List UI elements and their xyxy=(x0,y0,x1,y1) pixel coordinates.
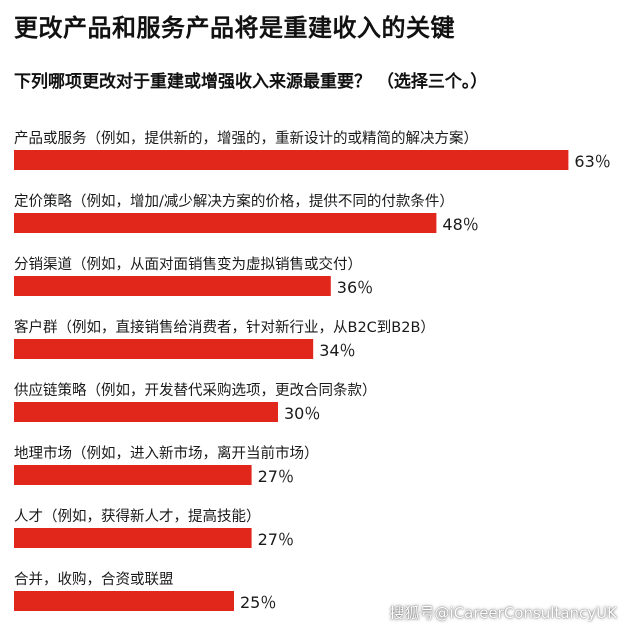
value-label: 48％ xyxy=(442,215,478,234)
bar xyxy=(14,213,437,233)
bar xyxy=(14,339,314,359)
category-label: 产品或服务（例如，提供新的，增强的，重新设计的或精简的解决方案） xyxy=(14,129,478,147)
value-label: 27％ xyxy=(258,530,294,549)
category-label: 供应链策略（例如，开发替代采购选项，更改合同条款） xyxy=(14,381,377,399)
value-label: 25％ xyxy=(240,593,276,612)
bar xyxy=(14,465,252,485)
value-label: 34％ xyxy=(319,341,355,360)
chart-subtitle: 下列哪项更改对于重建或增强收入来源最重要？ （选择三个。） xyxy=(14,72,488,92)
category-label: 客户群（例如，直接销售给消费者，针对新行业，从B2C到B2B） xyxy=(14,319,435,336)
category-label: 合并，收购，合资或联盟 xyxy=(14,571,174,588)
value-label: 63％ xyxy=(574,152,610,171)
chart-title: 更改产品和服务产品将是重建收入的关键 xyxy=(14,14,455,42)
bar xyxy=(14,150,569,170)
bar xyxy=(14,402,278,422)
value-label: 30％ xyxy=(284,404,320,423)
bar xyxy=(14,276,331,296)
category-label: 人才（例如，获得新人才，提高技能） xyxy=(14,508,261,525)
value-label: 36％ xyxy=(337,278,373,297)
watermark: 搜狐号@iCareerConsultancyUK xyxy=(389,604,617,622)
bar xyxy=(14,528,252,548)
value-label: 27％ xyxy=(258,467,294,486)
category-label: 分销渠道（例如，从面对面销售变为虚拟销售或交付） xyxy=(14,255,362,273)
category-label: 地理市场（例如，进入新市场，离开当前市场） xyxy=(14,445,319,462)
bar xyxy=(14,591,234,611)
category-label: 定价策略（例如，增加/减少解决方案的价格，提供不同的付款条件） xyxy=(14,192,454,210)
